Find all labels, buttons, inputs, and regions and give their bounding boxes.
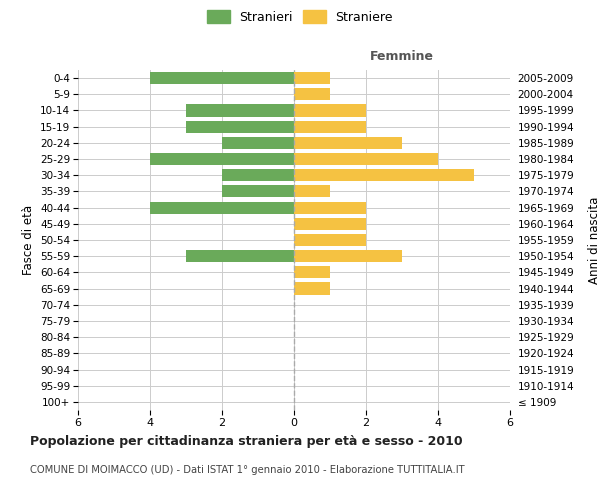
Bar — [294, 202, 366, 213]
Bar — [294, 72, 330, 84]
Bar — [294, 104, 366, 117]
Y-axis label: Fasce di età: Fasce di età — [22, 205, 35, 275]
Bar — [294, 153, 438, 165]
Bar — [150, 72, 294, 84]
Bar — [294, 137, 402, 149]
Bar — [294, 218, 366, 230]
Legend: Stranieri, Straniere: Stranieri, Straniere — [203, 6, 397, 28]
Bar — [186, 120, 294, 132]
Text: COMUNE DI MOIMACCO (UD) - Dati ISTAT 1° gennaio 2010 - Elaborazione TUTTITALIA.I: COMUNE DI MOIMACCO (UD) - Dati ISTAT 1° … — [30, 465, 464, 475]
Bar — [150, 202, 294, 213]
Bar — [294, 250, 402, 262]
Bar — [186, 250, 294, 262]
Bar — [294, 120, 366, 132]
Bar — [222, 169, 294, 181]
Text: Popolazione per cittadinanza straniera per età e sesso - 2010: Popolazione per cittadinanza straniera p… — [30, 435, 463, 448]
Y-axis label: Anni di nascita: Anni di nascita — [588, 196, 600, 284]
Bar — [150, 153, 294, 165]
Bar — [294, 169, 474, 181]
Bar — [294, 282, 330, 294]
Bar — [294, 266, 330, 278]
Bar — [222, 186, 294, 198]
Bar — [294, 234, 366, 246]
Bar — [186, 104, 294, 117]
Bar — [222, 137, 294, 149]
Text: Femmine: Femmine — [370, 50, 434, 63]
Bar — [294, 88, 330, 101]
Bar — [294, 186, 330, 198]
